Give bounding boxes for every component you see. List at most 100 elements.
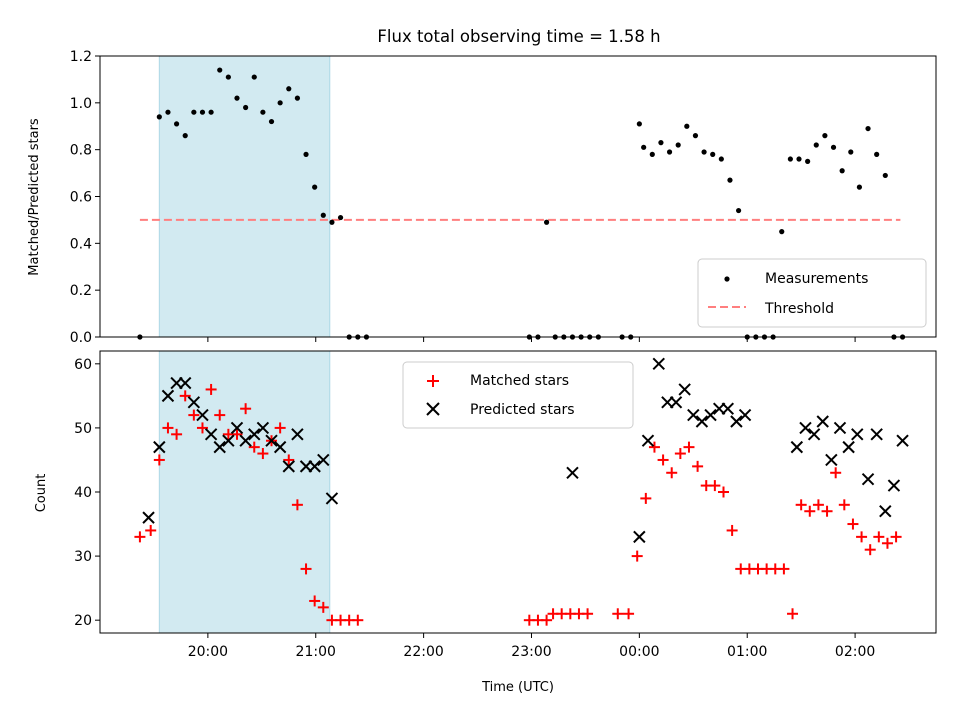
measurement-point [848,149,854,155]
matched-star-point [352,614,364,626]
measurement-point [787,156,793,162]
matched-star-point [648,441,660,453]
observing-window-shade [158,350,331,634]
y-tick-label: 20 [74,613,92,629]
predicted-star-point [738,408,752,422]
matched-star-point [309,595,321,607]
measurement-point [666,149,673,155]
predicted-star-point [652,357,665,371]
predicted-star-point [291,428,304,441]
measurement-point [865,125,871,132]
predicted-star-point [825,453,838,467]
predicted-star-point [669,396,683,409]
matched-star-point [787,608,799,620]
matched-star-point [830,467,842,479]
ratio-panel-y-axis-label: Matched/Predicted stars [27,118,42,276]
predicted-star-point [153,440,166,454]
matched-star-point [778,563,790,575]
legend-matched-marker [427,375,439,387]
measurement-point [735,207,742,214]
measurement-point [718,156,724,162]
measurement-point [658,140,664,146]
matched-star-point [582,608,594,620]
matched-star-point [726,524,738,536]
predicted-star-point [816,415,829,428]
measurement-point [649,151,655,157]
predicted-star-point [861,472,875,486]
matched-star-point [674,448,686,460]
predicted-star-point [239,434,252,447]
measurement-point [268,118,275,125]
measurement-point [234,95,240,101]
predicted-star-point [721,402,735,415]
matched-star-point [640,492,652,504]
matched-star-point [795,499,807,511]
predicted-star-point [213,440,226,454]
predicted-star-point [256,421,270,435]
y-tick-label: 0.6 [70,190,92,206]
measurement-point [779,229,785,235]
predicted-star-point [282,460,295,473]
matched-star-point [240,403,252,415]
matched-star-point [145,524,157,536]
observing-window-shade [158,55,331,338]
matched-star-point [179,390,191,402]
matched-star-point [134,531,146,543]
measurement-point [856,184,863,190]
measurement-point [243,104,249,111]
measurement-point [641,144,647,150]
measurement-point [320,212,326,218]
predicted-star-point [196,408,209,422]
predicted-star-point [730,415,743,428]
predicted-star-point [799,421,812,435]
measurement-point [710,151,716,157]
x-tick-label: 20:00 [188,644,228,660]
matched-star-point [631,550,643,562]
ratio-panel-legend: Measurements Threshold [697,258,927,328]
predicted-star-point [687,408,700,422]
measurement-point [874,151,880,157]
matched-star-point [188,409,200,421]
predicted-star-point [833,421,847,435]
predicted-star-point [807,428,821,441]
predicted-star-point [842,440,855,454]
x-tick-label: 21:00 [296,644,336,660]
matched-star-point [856,531,868,543]
measurement-point [684,123,690,129]
y-tick-label: 30 [74,549,92,565]
matched-star-point [291,499,303,511]
x-tick-label: 23:00 [511,644,551,660]
matched-star-point [709,480,721,492]
measurement-point [199,109,206,115]
x-tick-label: 02:00 [835,644,875,660]
predicted-star-point [248,428,261,441]
predicted-star-point [896,434,909,447]
matched-star-point [171,428,183,440]
y-tick-label: 50 [74,421,92,437]
predicted-star-point [179,376,192,390]
matched-star-point [248,441,260,453]
y-tick-label: 0.4 [70,236,92,252]
measurement-point [156,114,162,120]
matched-star-point [205,383,217,395]
measurement-point [191,109,197,115]
matched-star-point [890,531,902,543]
measurement-point [173,121,180,127]
matched-star-point [300,563,312,575]
predicted-star-point [204,428,218,441]
measurement-point [294,95,301,101]
y-tick-label: 1.2 [70,49,92,65]
measurement-point [329,219,335,225]
x-axis-label: Time (UTC) [481,680,554,695]
matched-star-point [153,454,165,466]
measurement-point [727,177,733,183]
legend-measurements-label: Measurements [765,271,868,287]
predicted-star-point [308,460,321,473]
predicted-star-point [851,428,864,441]
measurement-point [277,100,283,106]
x-tick-label: 00:00 [619,644,659,660]
measurement-point [692,133,699,139]
predicted-star-point [695,415,709,428]
matched-star-point [317,601,329,613]
measurement-point [225,74,231,80]
